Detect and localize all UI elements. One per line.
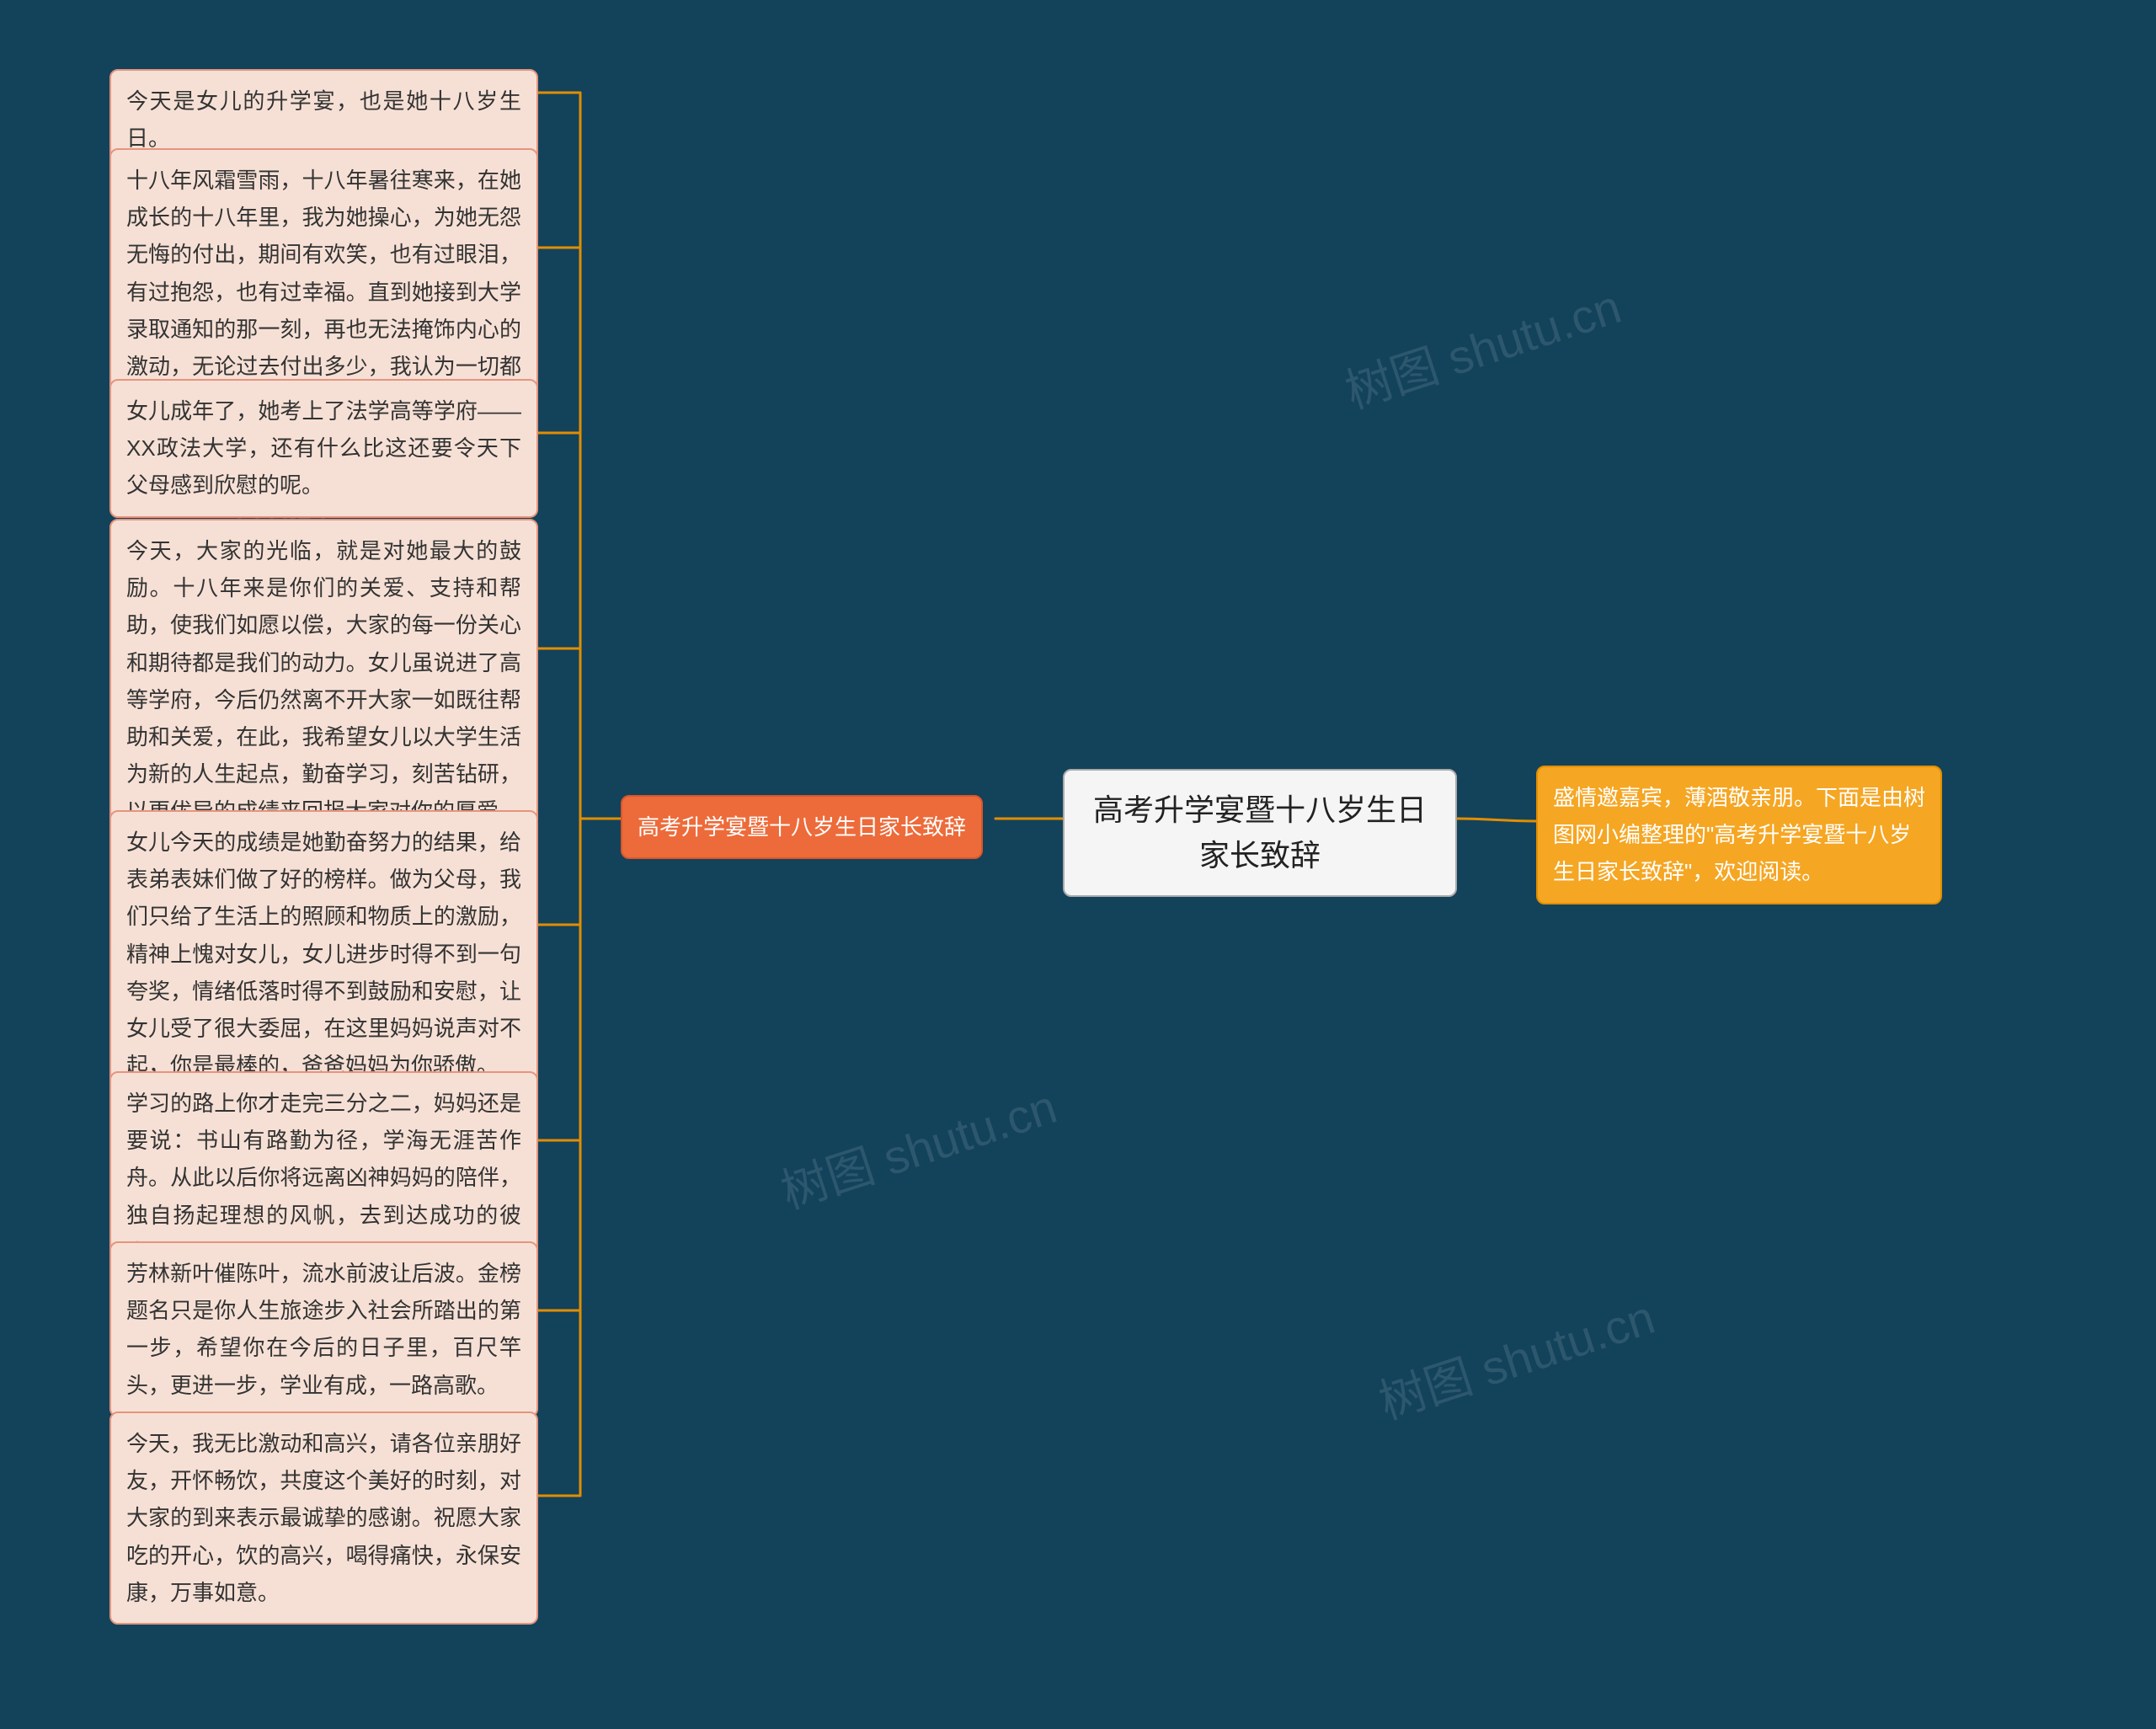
leaf-node-p3: 女儿成年了，她考上了法学高等学府——XX政法大学，还有什么比这还要令天下父母感到… — [109, 379, 538, 518]
leaf-text: 今天，大家的光临，就是对她最大的鼓励。十八年来是你们的关爱、支持和帮助，使我们如… — [126, 538, 521, 824]
leaf-node-p8: 今天，我无比激动和高兴，请各位亲朋好友，开怀畅饮，共度这个美好的时刻，对大家的到… — [109, 1411, 538, 1625]
leaf-node-p5: 女儿今天的成绩是她勤奋努力的结果，给表弟表妹们做了好的榜样。做为父母，我们只给了… — [109, 810, 538, 1097]
leaf-text: 学习的路上你才走完三分之二，妈妈还是要说：书山有路勤为径，学海无涯苦作舟。从此以… — [126, 1091, 521, 1265]
center-node-text: 高考升学宴暨十八岁生日家长致辞 — [1093, 792, 1427, 873]
leaf-node-p4: 今天，大家的光临，就是对她最大的鼓励。十八年来是你们的关爱、支持和帮助，使我们如… — [109, 519, 538, 844]
watermark: 树图 shutu.cn — [1369, 1280, 1662, 1433]
leaf-text: 今天，我无比激动和高兴，请各位亲朋好友，开怀畅饮，共度这个美好的时刻，对大家的到… — [126, 1431, 521, 1605]
right-summary-node: 盛情邀嘉宾，薄酒敬亲朋。下面是由树图网小编整理的"高考升学宴暨十八岁生日家长致辞… — [1536, 766, 1942, 905]
leaf-text: 女儿成年了，她考上了法学高等学府——XX政法大学，还有什么比这还要令天下父母感到… — [126, 398, 521, 498]
leaf-node-p7: 芳林新叶催陈叶，流水前波让后波。金榜题名只是你人生旅途步入社会所踏出的第一步，希… — [109, 1241, 538, 1417]
left-title-text: 高考升学宴暨十八岁生日家长致辞 — [638, 814, 966, 840]
leaf-text: 女儿今天的成绩是她勤奋努力的结果，给表弟表妹们做了好的榜样。做为父母，我们只给了… — [126, 830, 521, 1078]
watermark: 树图 shutu.cn — [1336, 269, 1629, 423]
leaf-text: 今天是女儿的升学宴，也是她十八岁生日。 — [126, 88, 521, 151]
right-summary-text: 盛情邀嘉宾，薄酒敬亲朋。下面是由树图网小编整理的"高考升学宴暨十八岁生日家长致辞… — [1553, 785, 1925, 884]
leaf-text: 芳林新叶催陈叶，流水前波让后波。金榜题名只是你人生旅途步入社会所踏出的第一步，希… — [126, 1261, 521, 1398]
watermark: 树图 shutu.cn — [771, 1070, 1065, 1223]
center-node: 高考升学宴暨十八岁生日家长致辞 — [1063, 769, 1457, 897]
left-title-node: 高考升学宴暨十八岁生日家长致辞 — [621, 795, 983, 859]
